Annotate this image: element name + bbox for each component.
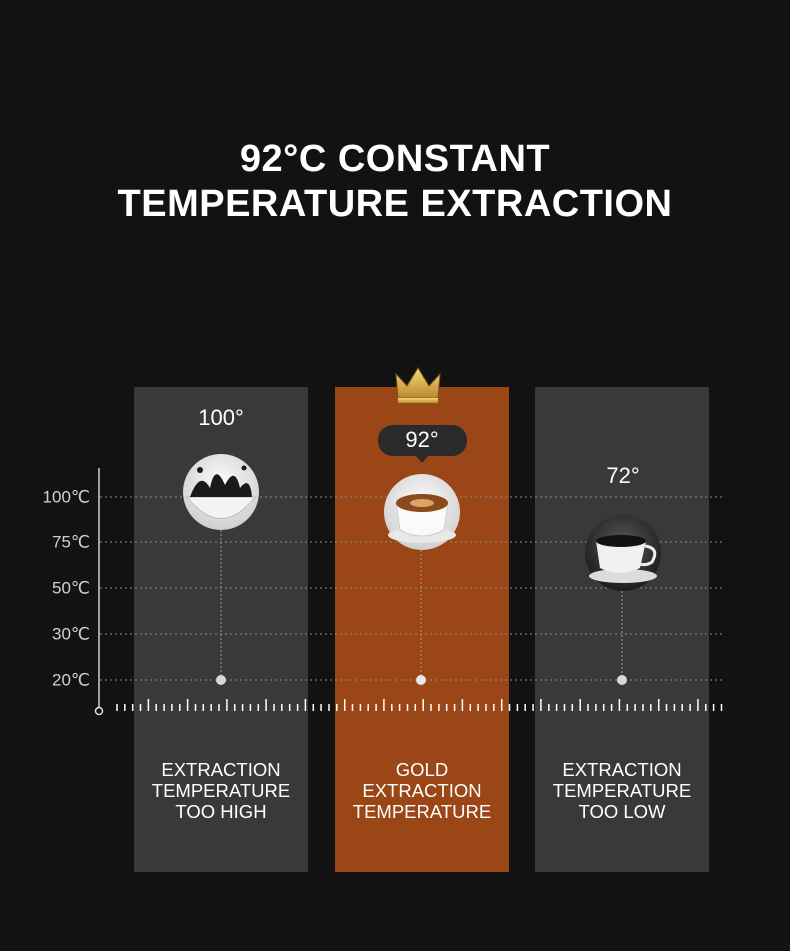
temperature-bubble (378, 425, 467, 456)
column-panel (535, 387, 709, 872)
scale-label: 75℃ (52, 532, 90, 551)
title-line: 92°C CONSTANT (240, 138, 550, 180)
caption-line: TOO LOW (578, 801, 666, 822)
black-coffee-cup-image (585, 515, 661, 591)
scale-label: 20℃ (52, 670, 90, 689)
caption-line: TOO HIGH (175, 801, 266, 822)
caption-line: TEMPERATURE (152, 780, 290, 801)
marker-dot (617, 675, 627, 685)
scale-label: 50℃ (52, 578, 90, 597)
temperature-label: 92° (405, 427, 438, 452)
caption-line: EXTRACTION (161, 759, 280, 780)
splash-cup-image (183, 454, 259, 530)
temperature-label: 100° (198, 405, 244, 430)
marker-dot (216, 675, 226, 685)
caption-line: TEMPERATURE (353, 801, 491, 822)
stems (220, 530, 623, 680)
caption-line: EXTRACTION (362, 780, 481, 801)
scale-label: 30℃ (52, 624, 90, 643)
column-panel-highlight (335, 387, 509, 872)
temperature-label: 72° (606, 463, 639, 488)
crown-base (398, 398, 438, 403)
scale-bulb (94, 706, 104, 716)
caption-line: EXTRACTION (562, 759, 681, 780)
crown-icon (395, 367, 441, 399)
ruler (116, 699, 723, 711)
latte-cup-image (384, 474, 460, 550)
scale-label: 100℃ (43, 487, 90, 506)
bubble-pointer (416, 456, 428, 463)
marker-dot (416, 675, 426, 685)
caption-line: TEMPERATURE (553, 780, 691, 801)
caption-line: GOLD (396, 759, 448, 780)
title-line: TEMPERATURE EXTRACTION (118, 183, 673, 225)
